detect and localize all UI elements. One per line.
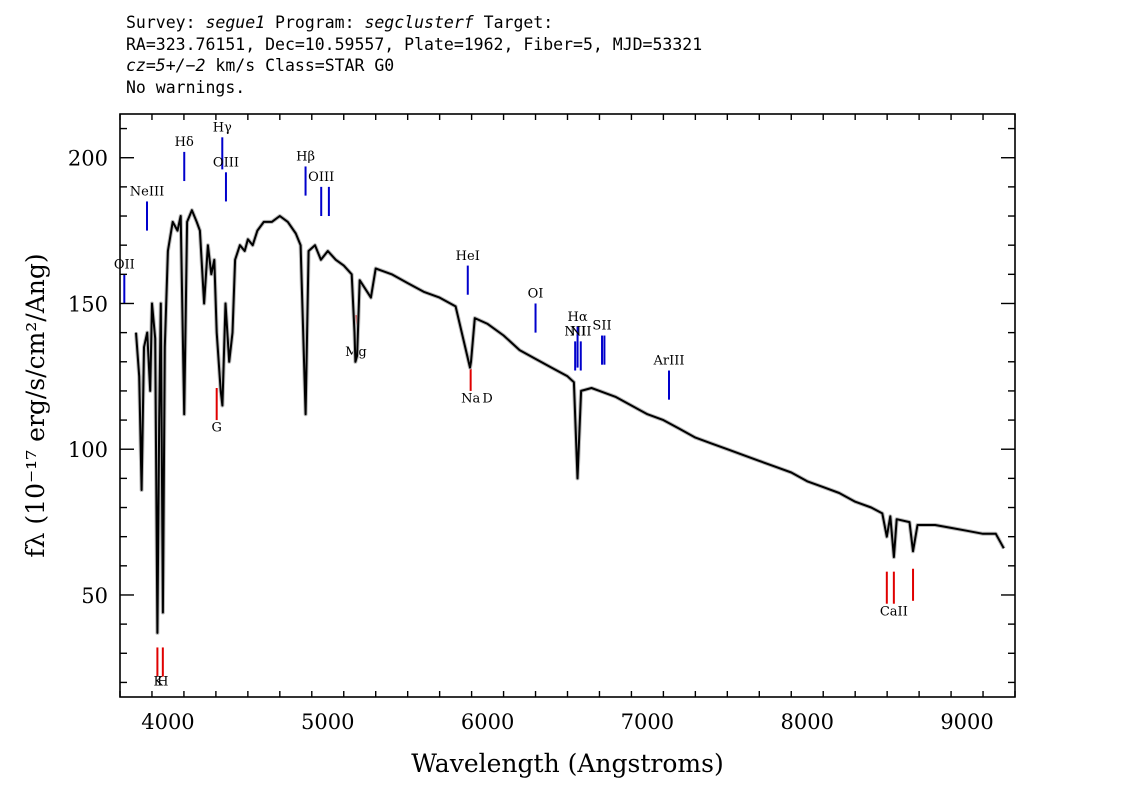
line-marker-label: OII — [114, 257, 135, 272]
line-marker-label: HeI — [456, 249, 480, 264]
x-tick-label: 8000 — [781, 710, 834, 734]
line-marker-label: OIII — [308, 170, 334, 185]
survey-label: Survey: — [126, 13, 206, 32]
x-tick-label: 7000 — [621, 710, 674, 734]
header-line-coords: RA=323.76151, Dec=10.59557, Plate=1962, … — [126, 34, 703, 54]
line-marker-label: NII — [564, 325, 586, 340]
y-tick-label: 100 — [68, 438, 108, 462]
header-line-warnings: No warnings. — [126, 77, 246, 97]
redshift-value: cz=5+/−2 — [126, 56, 206, 75]
spectrum-series — [134, 208, 1006, 635]
target-label: Target: — [473, 13, 554, 32]
line-marker-label: ArIII — [652, 354, 684, 369]
spectrum-header: Survey: segue1 Program: segclusterf Targ… — [126, 12, 702, 98]
line-marker-label: SII — [592, 319, 611, 334]
spectrum-error-band — [134, 208, 1006, 635]
x-tick-label: 6000 — [461, 710, 514, 734]
x-tick-label: 4000 — [141, 710, 194, 734]
x-tick-label: 9000 — [940, 710, 993, 734]
survey-value: segue1 — [205, 13, 266, 32]
y-axis-label: fλ (10⁻¹⁷ erg/s/cm²/Ang) — [21, 253, 50, 557]
x-tick-label: 5000 — [301, 710, 354, 734]
line-marker-label: K — [153, 674, 163, 689]
program-value: segclusterf — [364, 13, 474, 32]
y-tick-label: 50 — [81, 584, 108, 608]
line-marker-label: NII — [570, 325, 592, 340]
line-marker-label: Hγ — [213, 120, 232, 135]
line-marker-label: OIII — [213, 155, 239, 170]
program-label: Program: — [265, 13, 365, 32]
header-line-survey: Survey: segue1 Program: segclusterf Targ… — [126, 12, 702, 34]
header-line-class: cz=5+/−2 km/s Class=STAR G0 — [126, 55, 702, 77]
line-marker-label: G — [211, 421, 221, 436]
line-marker-label: Na — [461, 392, 480, 407]
class-value: km/s Class=STAR G0 — [205, 56, 395, 75]
line-marker-label: OI — [528, 287, 544, 302]
line-marker-label: CaII — [880, 604, 908, 619]
y-tick-label: 200 — [68, 147, 108, 171]
line-marker-label: Hα — [568, 310, 588, 325]
axes: 4000 5000 6000 7000 8000 9000 50 100 150 200 — [68, 113, 1016, 734]
line-marker-label: Hδ — [175, 135, 194, 150]
line-marker-label: H — [157, 674, 168, 689]
line-marker-label: Hβ — [296, 150, 315, 165]
line-marker-label: NeIII — [130, 185, 164, 200]
x-axis-label: Wavelength (Angstroms) — [411, 749, 723, 778]
y-tick-label: 150 — [68, 292, 108, 316]
line-marker-label: D — [482, 392, 492, 407]
spectrum-line — [135, 209, 1005, 634]
